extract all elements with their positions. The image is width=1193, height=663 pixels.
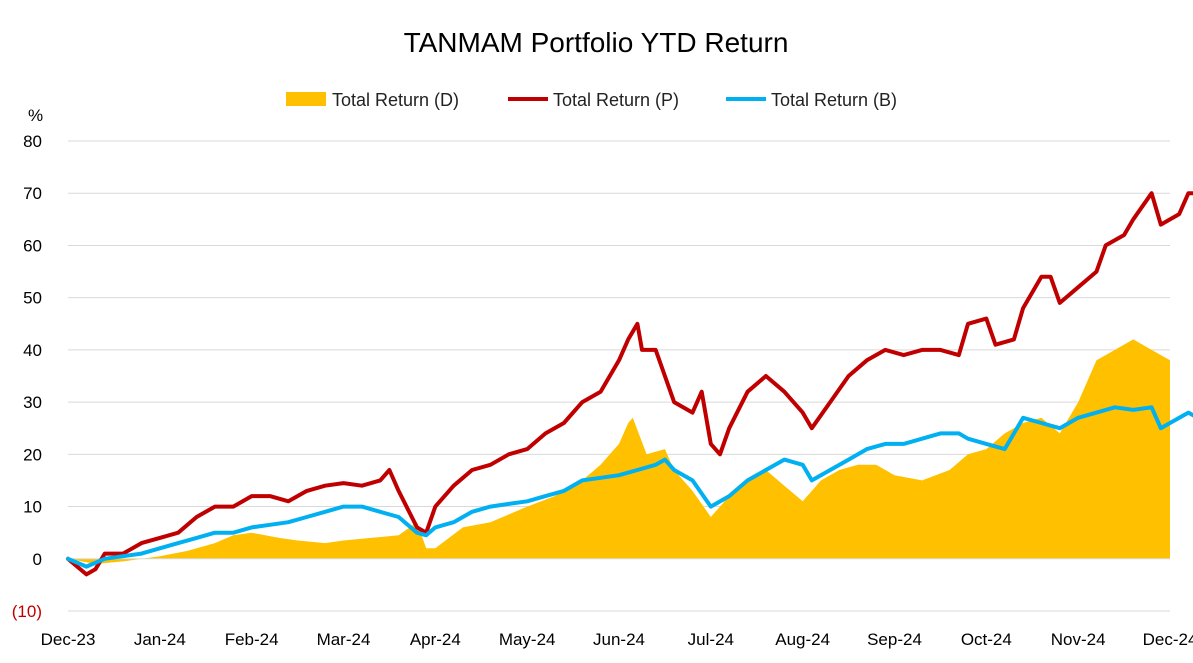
legend: Total Return (D) Total Return (P) Total …: [286, 90, 897, 110]
x-tick-label: Sep-24: [867, 630, 922, 649]
legend-label-b: Total Return (B): [771, 90, 897, 110]
x-tick-label: Aug-24: [775, 630, 830, 649]
series-layer: [66, 191, 1193, 577]
series-line-b: [66, 405, 1193, 569]
x-tick-label: May-24: [499, 630, 556, 649]
x-tick-label: Apr-24: [410, 630, 461, 649]
y-tick-label: 60: [23, 236, 42, 255]
chart-title: TANMAM Portfolio YTD Return: [404, 27, 789, 58]
y-tick-label: 20: [23, 445, 42, 464]
series-line-p: [66, 191, 1193, 577]
y-tick-label: 10: [23, 498, 42, 517]
x-ticks: Dec-23 Jan-24 Feb-24 Mar-24 Apr-24 May-24 Jun-…: [41, 630, 1193, 649]
y-tick-label: 50: [23, 289, 42, 308]
series-area-d: [68, 339, 1170, 564]
y-tick-label: 0: [33, 550, 42, 569]
y-axis-unit: %: [28, 106, 43, 125]
legend-label-d: Total Return (D): [332, 90, 459, 110]
x-tick-label: Oct-24: [961, 630, 1012, 649]
y-tick-label: 30: [23, 393, 42, 412]
y-ticks: 80 70 60 50 40 30 20 10 0 (10): [12, 132, 42, 621]
x-tick-label: Jul-24: [688, 630, 734, 649]
x-tick-label: Jan-24: [134, 630, 186, 649]
x-tick-label: Feb-24: [225, 630, 279, 649]
x-tick-label: Dec-24: [1143, 630, 1193, 649]
x-tick-label: Dec-23: [41, 630, 96, 649]
legend-swatch-d: [286, 92, 326, 106]
legend-label-p: Total Return (P): [553, 90, 679, 110]
y-tick-label: 70: [23, 184, 42, 203]
x-tick-label: Jun-24: [593, 630, 645, 649]
y-tick-label: (10): [12, 602, 42, 621]
x-tick-label: Mar-24: [317, 630, 371, 649]
y-tick-label: 80: [23, 132, 42, 151]
y-tick-label: 40: [23, 341, 42, 360]
x-tick-label: Nov-24: [1051, 630, 1106, 649]
